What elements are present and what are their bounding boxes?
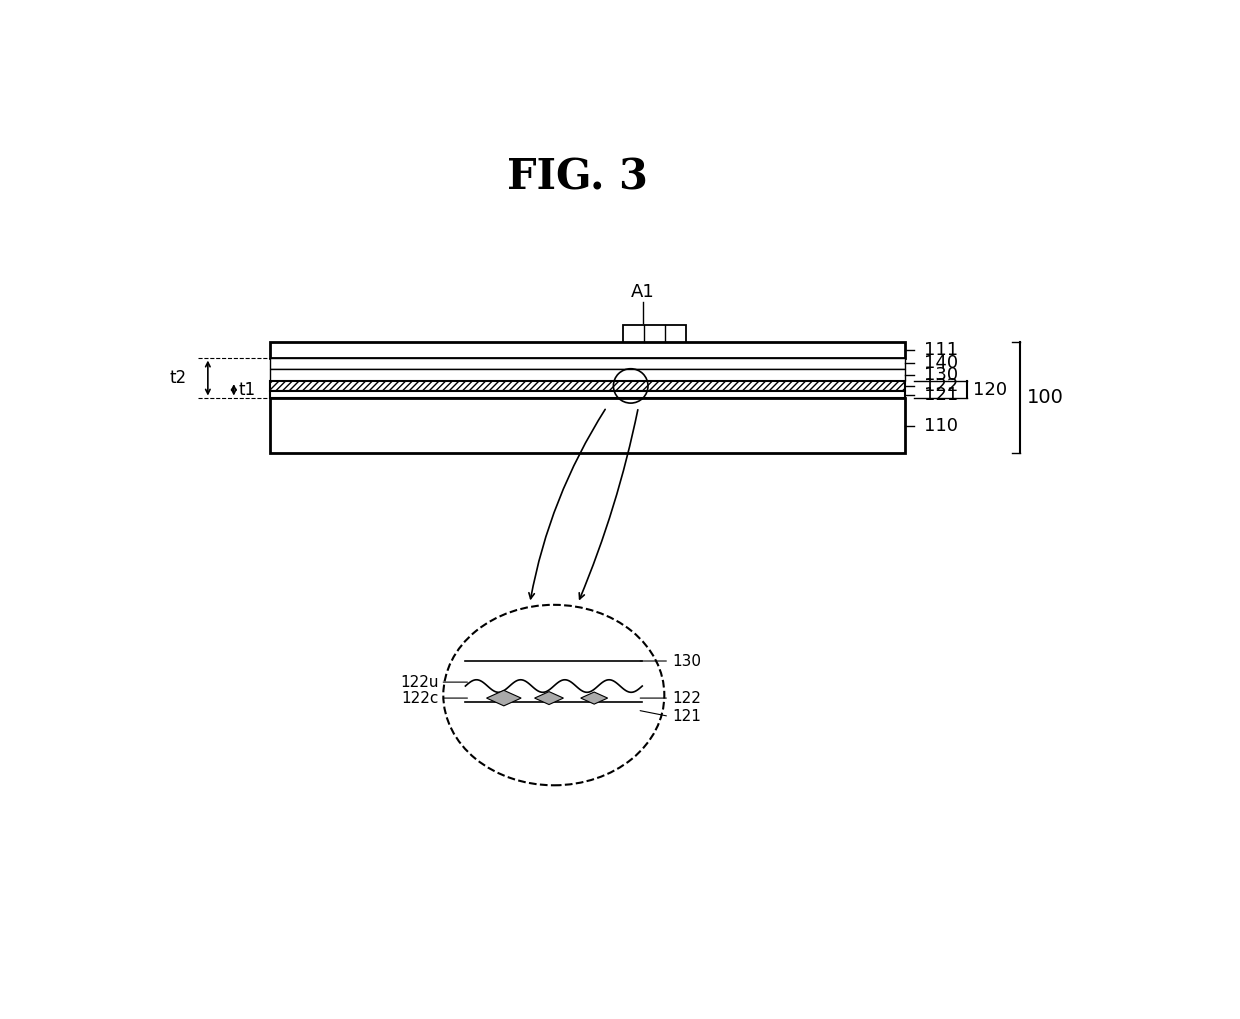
Text: 120: 120 — [973, 381, 1007, 398]
Bar — [270, 358, 904, 369]
Bar — [270, 398, 904, 453]
Text: 122u: 122u — [401, 675, 439, 690]
Text: 121: 121 — [924, 385, 959, 404]
Text: 100: 100 — [1027, 388, 1064, 408]
Polygon shape — [534, 692, 563, 704]
Text: 122: 122 — [672, 691, 701, 705]
Text: t2: t2 — [170, 369, 187, 387]
Text: 111: 111 — [924, 340, 959, 359]
Text: 130: 130 — [672, 653, 701, 668]
Bar — [270, 342, 904, 358]
Bar — [270, 390, 904, 398]
Circle shape — [444, 605, 665, 786]
Polygon shape — [580, 692, 608, 704]
Text: 110: 110 — [924, 417, 957, 435]
Bar — [270, 369, 904, 381]
Bar — [270, 381, 904, 390]
Text: 122: 122 — [924, 377, 959, 395]
Polygon shape — [486, 690, 521, 706]
Text: t1: t1 — [238, 381, 255, 398]
Text: 140: 140 — [924, 355, 959, 372]
Text: A1: A1 — [631, 283, 655, 302]
Bar — [624, 325, 686, 342]
Text: 130: 130 — [924, 366, 959, 384]
Text: FIG. 3: FIG. 3 — [507, 156, 649, 199]
Text: 122c: 122c — [401, 691, 439, 705]
Text: 121: 121 — [672, 709, 701, 723]
